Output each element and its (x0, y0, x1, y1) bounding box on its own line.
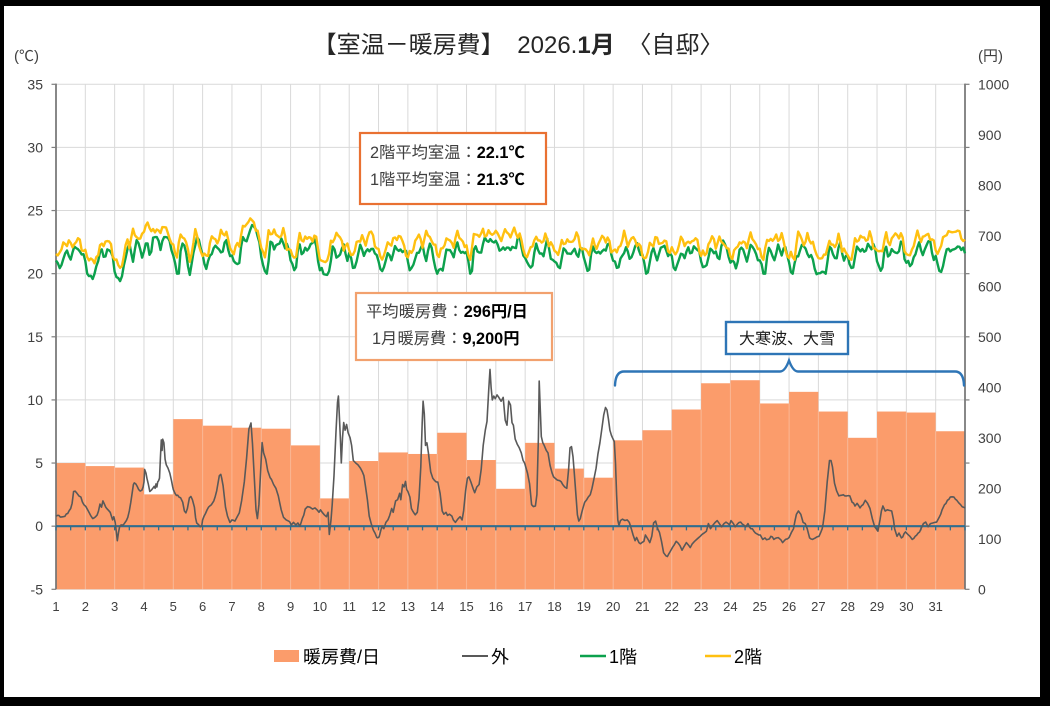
svg-text:1階平均室温：21.3℃: 1階平均室温：21.3℃ (370, 170, 525, 189)
svg-text:15: 15 (459, 599, 473, 614)
svg-text:25: 25 (753, 599, 767, 614)
svg-text:7: 7 (228, 599, 235, 614)
svg-text:35: 35 (27, 76, 43, 92)
svg-text:20: 20 (27, 266, 43, 282)
svg-text:0: 0 (35, 518, 43, 534)
svg-text:9: 9 (287, 599, 294, 614)
svg-text:(円): (円) (978, 48, 1003, 65)
svg-text:19: 19 (577, 599, 591, 614)
svg-text:25: 25 (27, 203, 43, 219)
svg-text:500: 500 (978, 329, 1002, 345)
svg-text:0: 0 (978, 581, 986, 597)
svg-text:12: 12 (371, 599, 385, 614)
svg-text:8: 8 (258, 599, 265, 614)
svg-text:30: 30 (27, 139, 43, 155)
svg-text:17: 17 (518, 599, 532, 614)
svg-text:外: 外 (491, 647, 509, 667)
svg-text:暖房費/日: 暖房費/日 (303, 647, 380, 667)
svg-text:700: 700 (978, 228, 1002, 244)
svg-text:30: 30 (899, 599, 913, 614)
svg-text:1月暖房費：9,200円: 1月暖房費：9,200円 (372, 330, 520, 348)
svg-text:1000: 1000 (978, 76, 1009, 92)
svg-text:3: 3 (111, 599, 118, 614)
svg-text:23: 23 (694, 599, 708, 614)
svg-text:21: 21 (635, 599, 649, 614)
svg-text:600: 600 (978, 278, 1002, 294)
svg-text:10: 10 (27, 392, 43, 408)
svg-text:18: 18 (547, 599, 561, 614)
svg-text:6: 6 (199, 599, 206, 614)
svg-text:31: 31 (928, 599, 942, 614)
svg-text:900: 900 (978, 127, 1002, 143)
svg-text:5: 5 (170, 599, 177, 614)
svg-text:【室温－暖房費】 2026.1月 〈自邸〉: 【室温－暖房費】 2026.1月 〈自邸〉 (313, 32, 724, 59)
svg-text:15: 15 (27, 329, 43, 345)
svg-text:200: 200 (978, 480, 1002, 496)
svg-text:2階: 2階 (734, 647, 762, 667)
svg-text:22: 22 (665, 599, 679, 614)
svg-text:100: 100 (978, 531, 1002, 547)
svg-text:28: 28 (840, 599, 854, 614)
svg-text:14: 14 (430, 599, 444, 614)
svg-text:800: 800 (978, 177, 1002, 193)
svg-text:1: 1 (52, 599, 59, 614)
svg-text:4: 4 (140, 599, 147, 614)
svg-text:20: 20 (606, 599, 620, 614)
svg-text:13: 13 (401, 599, 415, 614)
svg-text:平均暖房費：296円/日: 平均暖房費：296円/日 (366, 302, 528, 321)
svg-text:5: 5 (35, 455, 43, 471)
svg-text:27: 27 (811, 599, 825, 614)
svg-text:300: 300 (978, 430, 1002, 446)
svg-text:-5: -5 (31, 581, 44, 597)
svg-text:16: 16 (489, 599, 503, 614)
svg-text:2階平均室温：22.1℃: 2階平均室温：22.1℃ (370, 143, 525, 162)
svg-text:2: 2 (82, 599, 89, 614)
svg-text:29: 29 (870, 599, 884, 614)
svg-text:11: 11 (342, 599, 356, 614)
svg-text:24: 24 (723, 599, 737, 614)
svg-text:大寒波、大雪: 大寒波、大雪 (739, 331, 835, 348)
svg-text:10: 10 (313, 599, 327, 614)
svg-text:1階: 1階 (609, 647, 637, 667)
svg-text:(℃): (℃) (14, 48, 39, 65)
svg-text:400: 400 (978, 379, 1002, 395)
svg-text:26: 26 (782, 599, 796, 614)
